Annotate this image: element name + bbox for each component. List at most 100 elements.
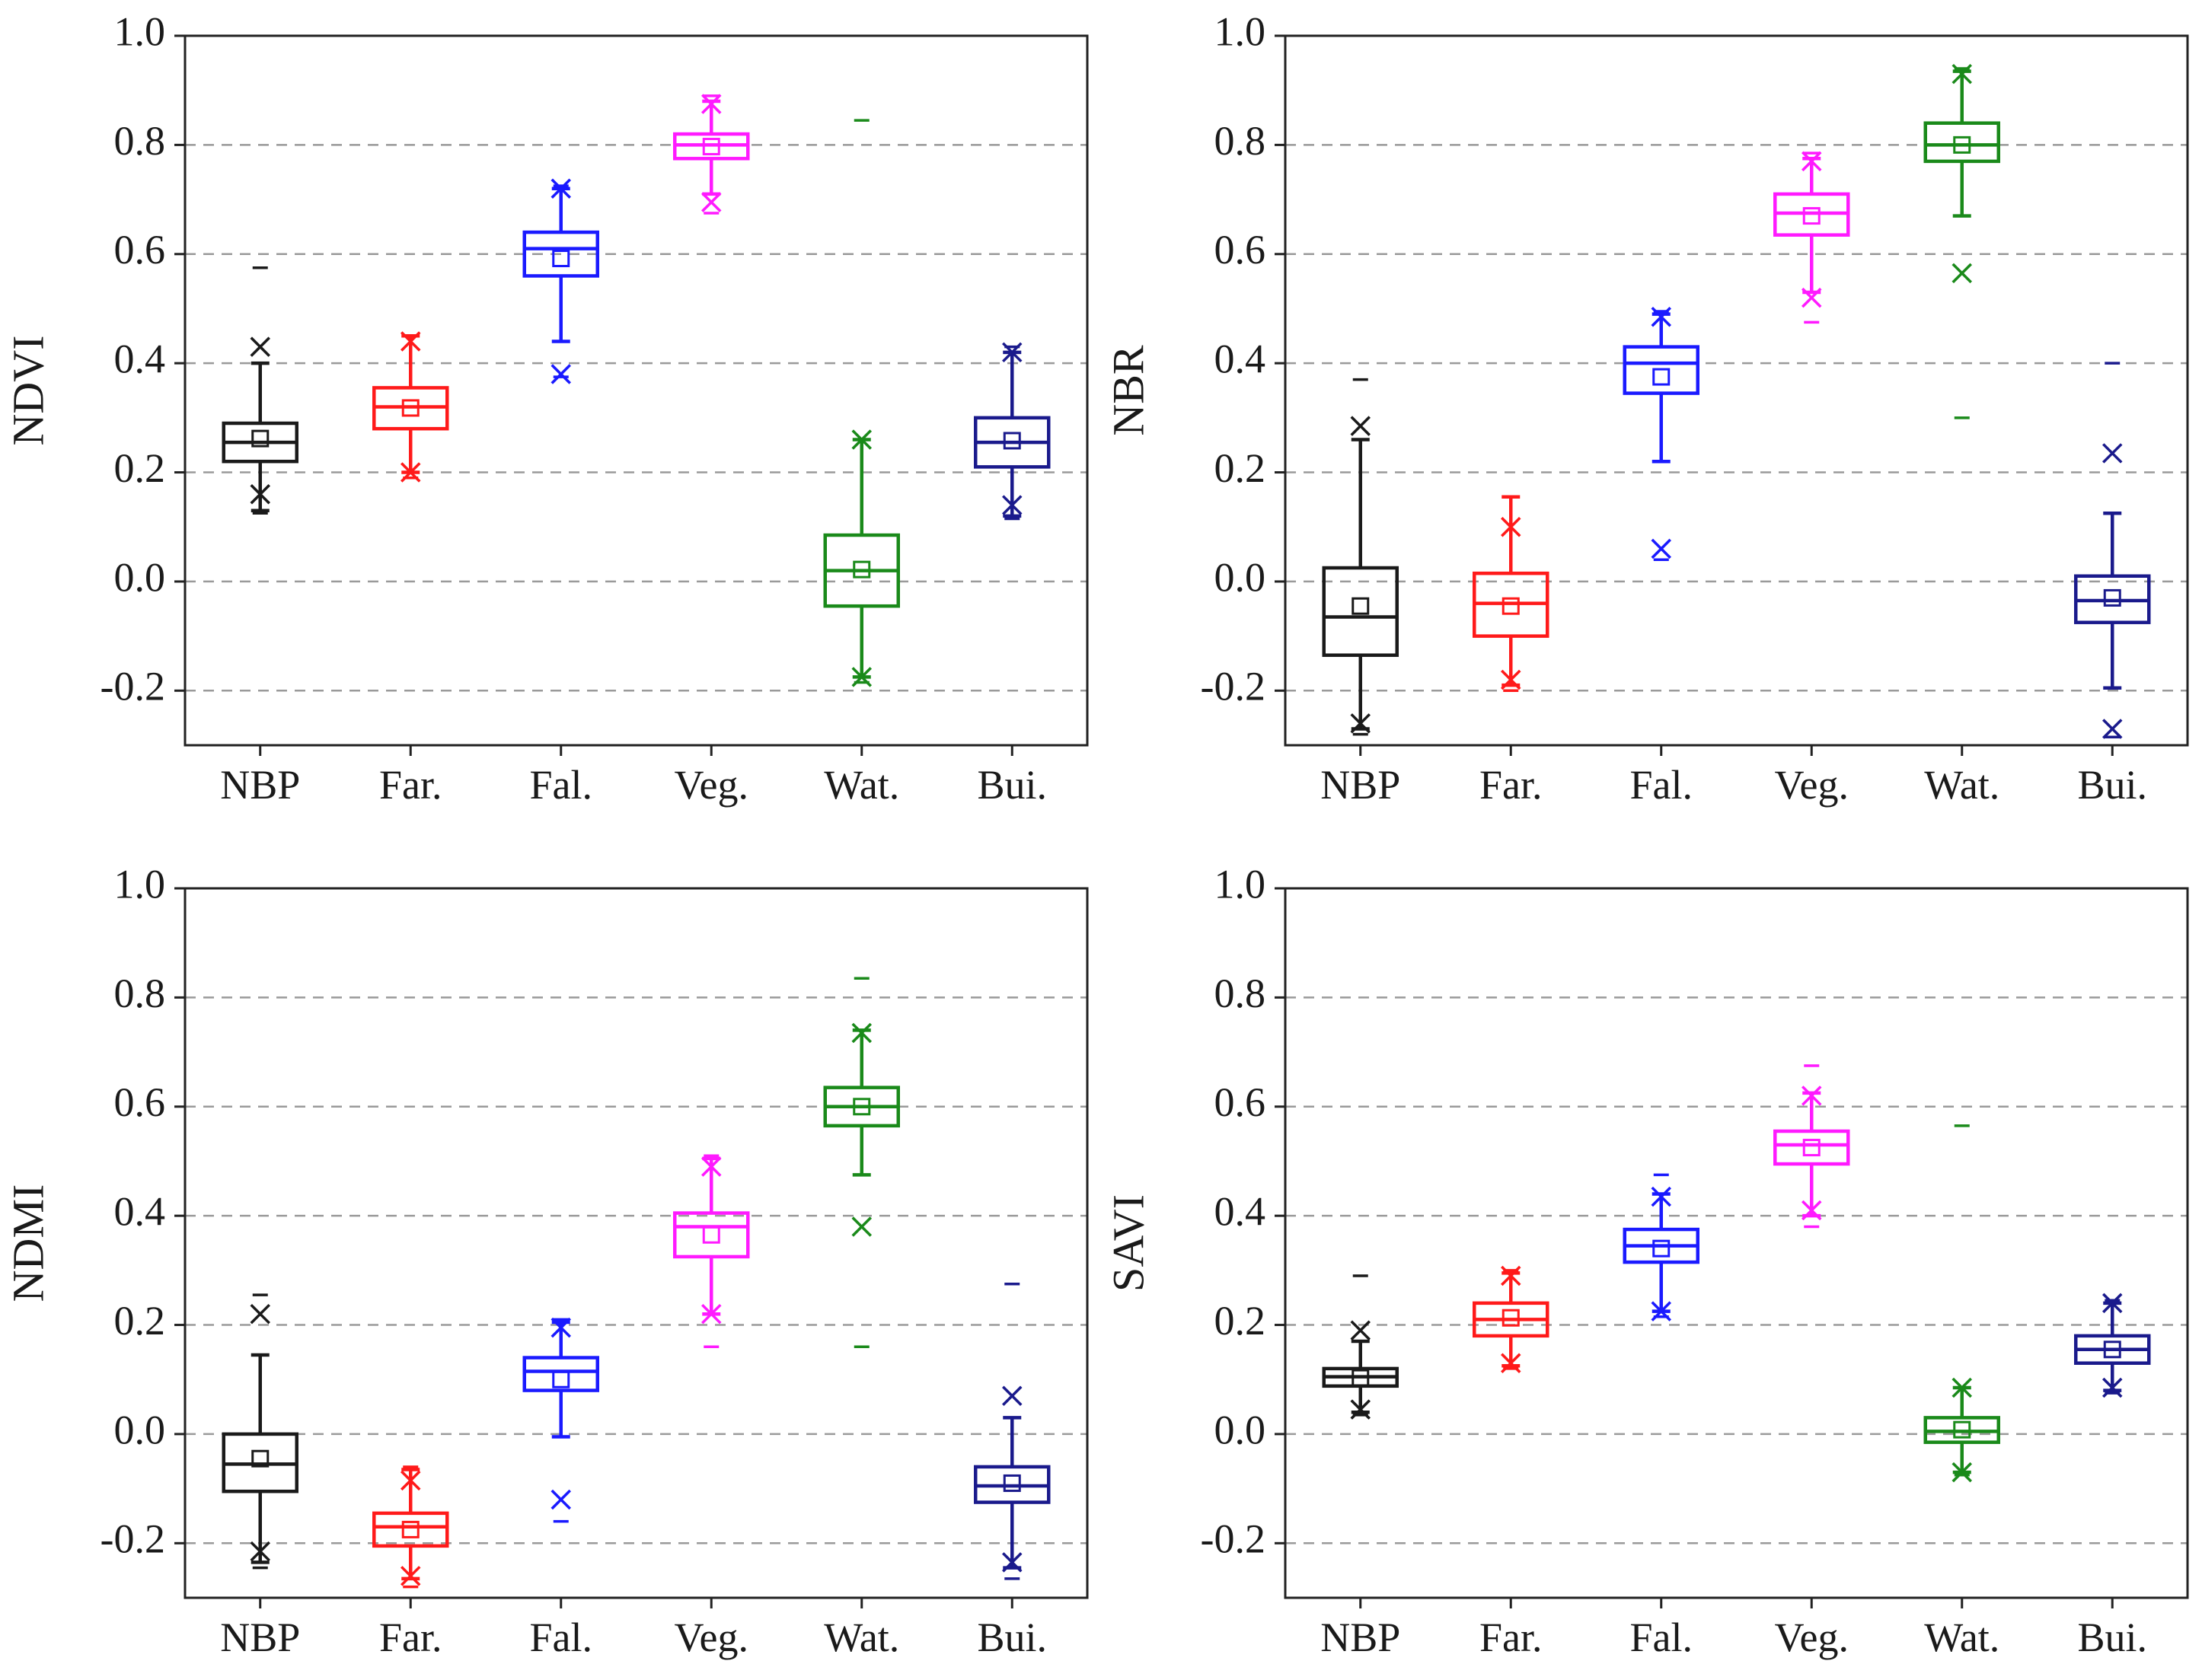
box-nbp	[1322, 378, 1399, 736]
mean-marker	[1502, 1309, 1520, 1327]
mean-marker	[1352, 1369, 1370, 1387]
percentile-marker-upper	[1801, 1085, 1822, 1106]
percentile-marker-upper-stroke-b	[1350, 1320, 1371, 1340]
x-tick-label: NBP	[1320, 762, 1400, 808]
y-tick-label: 1.0	[1214, 8, 1266, 54]
percentile-marker-lower-stroke-b	[550, 1489, 571, 1510]
x-tick-label: Far.	[379, 1615, 442, 1660]
mean-marker	[552, 250, 570, 268]
mean-marker	[853, 560, 871, 579]
box-veg	[1773, 151, 1850, 324]
percentile-marker-upper-stroke-b	[1501, 516, 1521, 537]
box-nbp	[222, 266, 298, 515]
mean-marker	[1003, 1474, 1021, 1492]
y-tick-label: 0.0	[114, 1407, 166, 1452]
y-tick-label: 0.8	[114, 118, 166, 164]
percentile-marker-lower-stroke-b	[250, 483, 270, 505]
mean-marker	[401, 1520, 420, 1538]
percentile-marker-upper-stroke-b	[2102, 1293, 2123, 1314]
mean-marker	[1652, 1239, 1671, 1258]
percentile-marker-lower-stroke-b	[401, 1566, 421, 1586]
percentile-marker-lower	[1002, 1552, 1023, 1573]
y-tick-label: 1.0	[1214, 861, 1266, 907]
x-tick-label: Far.	[379, 762, 442, 808]
y-tick-label: 0.8	[1214, 118, 1266, 164]
y-tick-label: 0.2	[114, 445, 166, 491]
percentile-marker-upper	[1501, 516, 1521, 537]
percentile-marker-lower	[2102, 719, 2123, 739]
iqr-box	[1623, 345, 1699, 395]
percentile-marker-lower-stroke-b	[1951, 263, 1972, 284]
y-tick-label: 0.6	[114, 1079, 166, 1125]
x-tick-label: Wat.	[1924, 762, 1999, 808]
box-fal	[522, 178, 599, 384]
x-tick-label: Veg.	[675, 1615, 748, 1660]
percentile-marker-upper	[250, 1303, 270, 1325]
percentile-marker-upper-stroke-b	[1801, 151, 1822, 172]
mean-marker	[702, 1226, 720, 1244]
percentile-marker-upper	[1651, 1186, 1671, 1207]
plot-frame	[1284, 34, 2189, 747]
percentile-marker-lower	[1801, 287, 1822, 308]
y-tick-label: 0.6	[114, 227, 166, 273]
percentile-marker-upper	[1002, 1385, 1023, 1406]
x-tick-label: Far.	[1479, 762, 1543, 808]
percentile-marker-upper-stroke-b	[2102, 443, 2123, 464]
percentile-marker-upper-stroke-b	[1002, 1385, 1023, 1406]
y-tick-label: 0.2	[1214, 1298, 1266, 1344]
percentile-marker-upper	[701, 94, 722, 114]
percentile-marker-lower	[701, 192, 722, 212]
x-tick-label: Bui.	[977, 1615, 1047, 1660]
box-veg	[673, 1154, 750, 1348]
percentile-marker-lower	[1951, 263, 1972, 284]
percentile-marker-upper-stroke-b	[550, 178, 571, 199]
percentile-marker-lower-stroke-b	[851, 1216, 872, 1237]
percentile-marker-lower-stroke-b	[1951, 1462, 1972, 1483]
percentile-marker-lower	[250, 483, 270, 505]
box-veg	[673, 94, 750, 215]
percentile-marker-upper-stroke-b	[701, 1156, 722, 1177]
y-tick-label: 0.6	[1214, 1079, 1266, 1125]
box-wat	[823, 977, 900, 1348]
percentile-marker-lower-stroke-b	[250, 1541, 270, 1562]
percentile-marker-upper	[401, 1470, 421, 1491]
percentile-marker-lower-stroke-b	[1801, 1200, 1822, 1221]
percentile-marker-upper	[2102, 443, 2123, 464]
percentile-marker-upper-stroke-b	[701, 94, 722, 114]
percentile-marker-lower	[250, 1541, 270, 1562]
plot-frame	[184, 887, 1089, 1599]
mean-marker	[1652, 368, 1671, 386]
percentile-marker-upper	[550, 1317, 571, 1338]
box-wat	[823, 119, 900, 687]
box-fal	[1623, 1173, 1699, 1321]
x-tick-label: NBP	[1320, 1615, 1400, 1660]
x-tick-label: Bui.	[2077, 1615, 2147, 1660]
y-tick-label: 1.0	[114, 861, 166, 907]
percentile-marker-lower-stroke-b	[1350, 713, 1371, 734]
box-nbp	[222, 1293, 298, 1570]
y-tick-label: -0.2	[1201, 664, 1265, 709]
x-tick-label: NBP	[220, 1615, 300, 1660]
mean-marker	[1953, 135, 1971, 154]
y-tick-label: 0.8	[114, 971, 166, 1016]
x-tick-label: Bui.	[977, 762, 1047, 808]
percentile-marker-lower-stroke-b	[1002, 495, 1023, 515]
y-tick-label: 0.0	[1214, 554, 1266, 600]
y-axis-label: SAVI	[1103, 1194, 1153, 1292]
mean-marker	[1953, 1420, 1971, 1439]
percentile-marker-lower	[851, 1216, 872, 1237]
box-veg	[1773, 1064, 1850, 1229]
percentile-marker-upper-stroke-b	[1651, 1186, 1671, 1207]
y-axis-label: NBR	[1103, 345, 1153, 436]
percentile-marker-lower	[1651, 538, 1671, 559]
percentile-marker-lower	[1951, 1462, 1972, 1483]
mean-marker	[702, 138, 720, 156]
percentile-marker-lower-stroke-b	[1801, 287, 1822, 308]
percentile-marker-upper	[2102, 1293, 2123, 1314]
box-bui	[974, 342, 1051, 521]
percentile-marker-upper-stroke-b	[250, 336, 270, 357]
y-tick-label: 0.6	[1214, 227, 1266, 273]
x-tick-label: Wat.	[824, 1615, 899, 1660]
percentile-marker-lower	[1501, 669, 1521, 690]
percentile-marker-upper-stroke-b	[851, 429, 872, 450]
